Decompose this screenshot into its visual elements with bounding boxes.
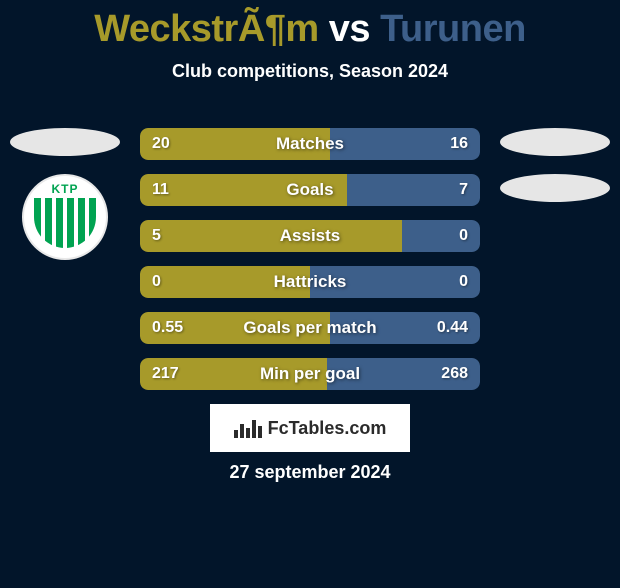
- title-vs: vs: [329, 8, 370, 50]
- stat-row: 217 268 Min per goal: [140, 358, 480, 390]
- stat-value-right: 7: [459, 181, 468, 199]
- stat-value-right: 0: [459, 227, 468, 245]
- stat-value-right: 0: [459, 273, 468, 291]
- stat-row: 0 0 Hattricks: [140, 266, 480, 298]
- stat-value-right: 0.44: [437, 319, 468, 337]
- stat-value-right: 16: [450, 135, 468, 153]
- snapshot-date: 27 september 2024: [229, 462, 390, 483]
- player1-column: KTP: [10, 128, 120, 260]
- club-logo-text: KTP: [52, 182, 79, 196]
- player2-column: [500, 128, 610, 220]
- subtitle: Club competitions, Season 2024: [0, 61, 620, 82]
- stat-value-left: 5: [152, 227, 161, 245]
- player2-photo-placeholder: [500, 128, 610, 156]
- stat-row: 0.55 0.44 Goals per match: [140, 312, 480, 344]
- stat-label: Matches: [276, 134, 344, 154]
- bar-chart-icon: [234, 418, 262, 438]
- title-player1: WeckstrÃ¶m: [94, 8, 319, 50]
- stat-label: Hattricks: [274, 272, 347, 292]
- stat-value-left: 0: [152, 273, 161, 291]
- stat-row: 11 7 Goals: [140, 174, 480, 206]
- stat-value-right: 268: [441, 365, 468, 383]
- title-player2: Turunen: [380, 8, 526, 50]
- stat-bar-left: [140, 220, 402, 252]
- club-logo-stripes: [34, 198, 96, 248]
- stat-value-left: 11: [152, 181, 169, 199]
- stat-bar-right: [402, 220, 480, 252]
- stat-row: 5 0 Assists: [140, 220, 480, 252]
- stat-value-left: 0.55: [152, 319, 183, 337]
- source-brand-text: FcTables.com: [268, 418, 387, 439]
- stat-row: 20 16 Matches: [140, 128, 480, 160]
- stat-value-left: 20: [152, 135, 170, 153]
- stat-value-left: 217: [152, 365, 179, 383]
- player2-club-logo-placeholder: [500, 174, 610, 202]
- stat-label: Min per goal: [260, 364, 360, 384]
- stat-bars-container: 2016Matches117Goals50Assists00Hattricks0…: [140, 128, 480, 404]
- stat-label: Assists: [280, 226, 340, 246]
- stat-label: Goals per match: [243, 318, 376, 338]
- player1-photo-placeholder: [10, 128, 120, 156]
- source-badge[interactable]: FcTables.com: [210, 404, 410, 452]
- comparison-title: WeckstrÃ¶m vs Turunen: [0, 8, 620, 51]
- player1-club-logo: KTP: [22, 174, 108, 260]
- stat-label: Goals: [286, 180, 333, 200]
